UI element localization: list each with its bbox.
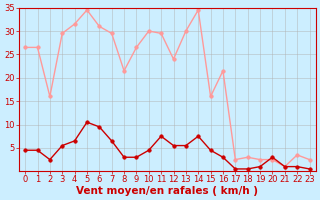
X-axis label: Vent moyen/en rafales ( km/h ): Vent moyen/en rafales ( km/h ) <box>76 186 258 196</box>
